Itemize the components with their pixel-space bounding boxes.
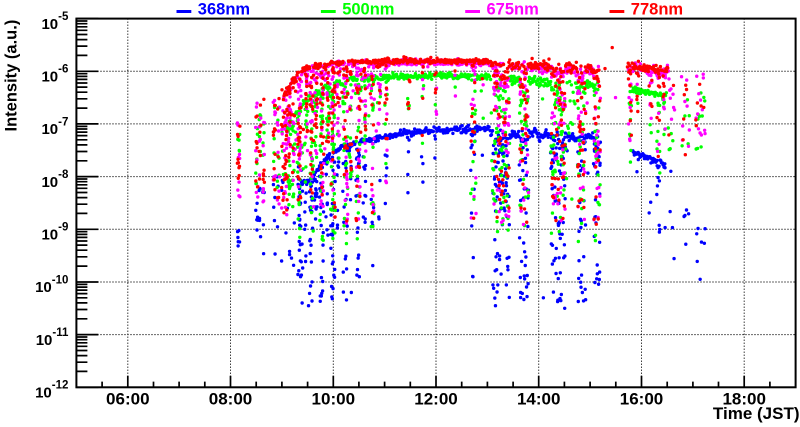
svg-text:08:00: 08:00 [209, 390, 252, 409]
svg-text:778nm: 778nm [631, 1, 683, 19]
svg-text:500nm: 500nm [342, 1, 394, 19]
svg-text:368nm: 368nm [198, 1, 250, 19]
svg-text:06:00: 06:00 [106, 390, 149, 409]
svg-text:12:00: 12:00 [414, 390, 457, 409]
svg-text:10:00: 10:00 [312, 390, 355, 409]
svg-text:14:00: 14:00 [517, 390, 560, 409]
svg-text:Intensity (a.u.): Intensity (a.u.) [2, 20, 20, 132]
svg-text:675nm: 675nm [487, 1, 539, 19]
svg-text:16:00: 16:00 [620, 390, 663, 409]
svg-text:Time (JST): Time (JST) [713, 404, 800, 423]
svg-text:18:00: 18:00 [722, 390, 765, 409]
